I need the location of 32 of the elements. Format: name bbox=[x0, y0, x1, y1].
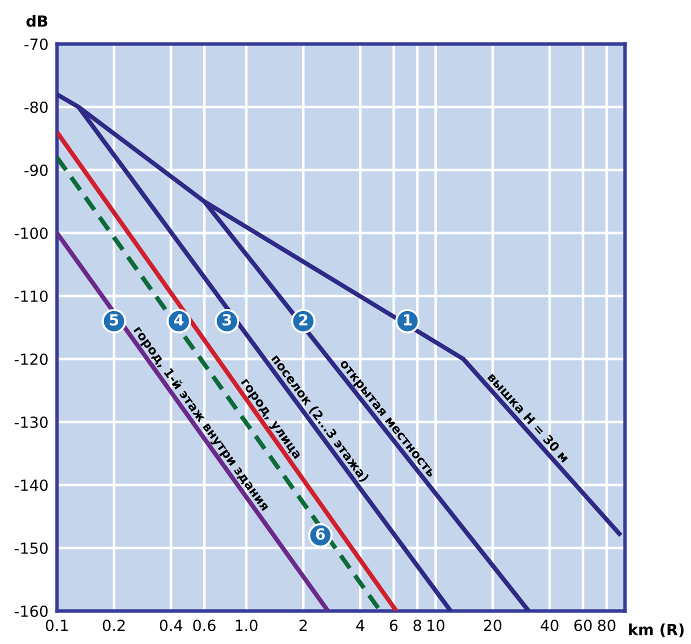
x-tick-label: 1.0 bbox=[236, 620, 258, 632]
x-tick-label: 6 bbox=[390, 620, 398, 632]
x-tick-label: 0.4 bbox=[160, 620, 182, 632]
x-tick-label: 0.2 bbox=[102, 620, 125, 632]
x-tick-label: 80 bbox=[598, 620, 616, 632]
x-tick-label: 60 bbox=[574, 620, 592, 632]
x-tick-label: 0.6 bbox=[193, 620, 216, 632]
x-tick-label: 20 bbox=[484, 620, 502, 632]
x-tick-label: 10 bbox=[428, 620, 444, 632]
annotation: 5 bbox=[110, 314, 118, 326]
annotation: 6 bbox=[316, 528, 325, 540]
y-tick-label: -150 bbox=[14, 542, 48, 554]
y-axis-title: dB bbox=[26, 15, 48, 27]
x-tick-label: 4 bbox=[356, 620, 364, 631]
y-tick-label: -100 bbox=[14, 227, 48, 240]
annotation: 2 bbox=[299, 314, 308, 326]
x-tick-label: 0.1 bbox=[46, 620, 68, 632]
y-tick-label: -160 bbox=[14, 605, 48, 618]
x-tick-label: 2 bbox=[300, 620, 307, 631]
y-tick-label: -130 bbox=[14, 416, 48, 428]
annotation: 4 bbox=[174, 314, 184, 326]
annotation: 1 bbox=[404, 314, 412, 326]
y-tick-label: -110 bbox=[14, 290, 48, 302]
x-axis-title: km (R) bbox=[629, 623, 684, 638]
y-tick-label: -120 bbox=[14, 353, 48, 366]
x-tick-label: 8 bbox=[413, 620, 422, 632]
annotation: 3 bbox=[222, 314, 232, 326]
y-tick-label: -70 bbox=[24, 38, 48, 50]
x-tick-label: 40 bbox=[540, 620, 558, 632]
y-tick-label: -90 bbox=[24, 164, 48, 176]
y-tick-label: -80 bbox=[24, 101, 48, 114]
y-tick-label: -140 bbox=[14, 479, 48, 492]
